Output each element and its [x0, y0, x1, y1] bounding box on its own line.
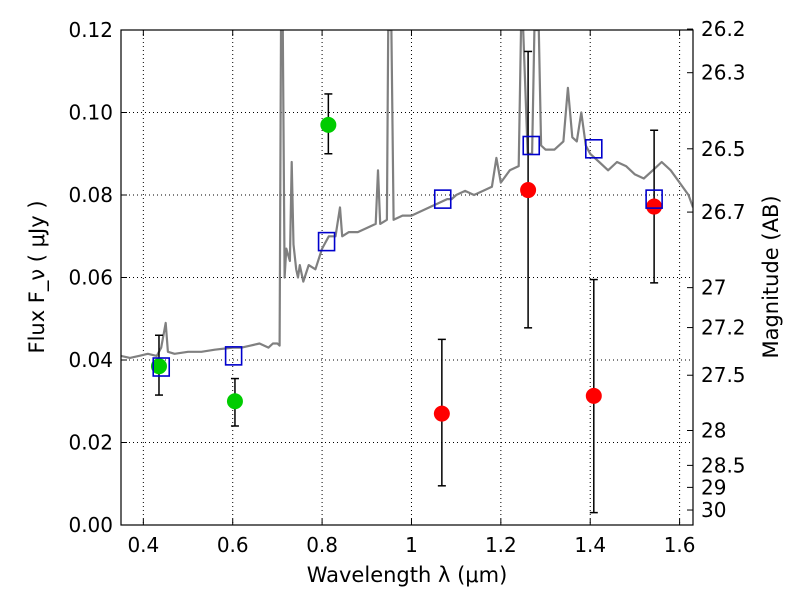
blue-square-point — [433, 189, 452, 209]
y2-tick-label: 26.2 — [701, 17, 746, 41]
y2-tick-label: 26.5 — [701, 137, 746, 161]
y-tick-label: 0.12 — [68, 18, 113, 42]
axis-ticks: 0.4 0.6 0.8 1 1.2 1.4 1.6 0.00 0.02 0.04 0.06 0.08 0… — [68, 17, 745, 557]
x-tick-label: 1.2 — [485, 533, 517, 557]
blue-square-point — [317, 231, 336, 252]
x-tick-label: 0.4 — [127, 533, 159, 557]
y2-tick-label: 26.7 — [701, 200, 746, 224]
green-point — [320, 116, 337, 133]
y2-tick-label: 28.5 — [701, 453, 746, 477]
red-point — [520, 182, 537, 199]
blue-square-point — [522, 135, 541, 156]
x-axis-label: Wavelength λ (μm) — [307, 563, 508, 587]
blue-square-point — [152, 357, 171, 377]
y2-axis-label: Magnitude (AB) — [759, 195, 783, 358]
x-tick-label: 0.8 — [306, 533, 338, 557]
blue-square-point — [645, 189, 663, 209]
red-point — [433, 405, 450, 422]
blue-square-point — [224, 346, 243, 366]
x-tick-label: 0.6 — [217, 533, 249, 557]
y2-tick-label: 28 — [701, 419, 726, 443]
y2-tick-label: 27.2 — [701, 316, 746, 340]
grid — [121, 29, 693, 526]
y2-tick-label: 29 — [701, 475, 726, 499]
red-point — [585, 387, 602, 404]
plot-frame — [120, 29, 694, 526]
y2-tick-label: 27.5 — [701, 363, 746, 387]
y-tick-label: 0.00 — [68, 513, 113, 537]
red-point — [646, 198, 663, 215]
x-tick-label: 1 — [405, 533, 418, 557]
x-tick-label: 1.6 — [664, 533, 696, 557]
blue-square-point — [584, 139, 603, 159]
model-spectrum-line — [121, 30, 693, 359]
y-tick-label: 0.02 — [68, 431, 113, 455]
green-point — [150, 358, 167, 375]
y-tick-label: 0.04 — [68, 348, 113, 372]
y-tick-label: 0.08 — [68, 183, 113, 207]
y-tick-label: 0.06 — [68, 266, 113, 290]
y-tick-label: 0.10 — [68, 101, 113, 125]
y-axis-label: Flux F_ν ( μJy ) — [25, 200, 50, 353]
y2-tick-label: 27 — [701, 276, 726, 300]
green-point — [226, 393, 243, 410]
y2-tick-label: 26.3 — [701, 61, 746, 85]
y2-tick-label: 30 — [701, 498, 726, 522]
x-tick-label: 1.4 — [574, 533, 606, 557]
data-markers — [150, 116, 663, 422]
plot-area — [121, 30, 693, 359]
